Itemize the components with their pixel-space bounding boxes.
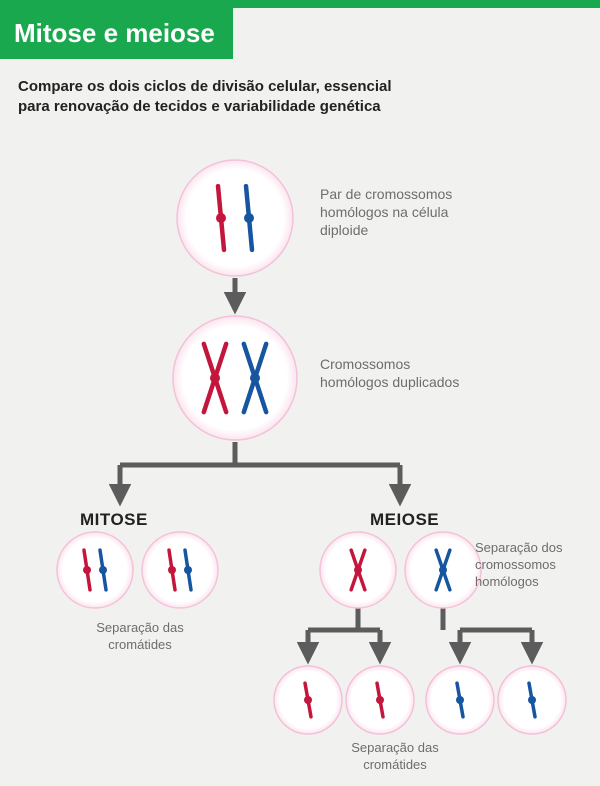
meiose-row1-label: Separação dos cromossomos homólogos [475, 540, 590, 591]
page-subtitle: Compare os dois ciclos de divisão celula… [18, 77, 418, 118]
top-accent-bar [0, 0, 600, 8]
meiose-row2-caption: Separação das cromátides [335, 740, 455, 774]
mitose-title: MITOSE [80, 510, 148, 530]
diagram-canvas [0, 0, 600, 786]
diploid-label: Par de cromossomos homólogos na célula d… [320, 185, 480, 240]
mitose-caption: Separação das cromátides [90, 620, 190, 654]
page-title: Mitose e meiose [0, 8, 233, 59]
meiose-title: MEIOSE [370, 510, 439, 530]
duplicated-label: Cromossomos homólogos duplicados [320, 355, 460, 391]
